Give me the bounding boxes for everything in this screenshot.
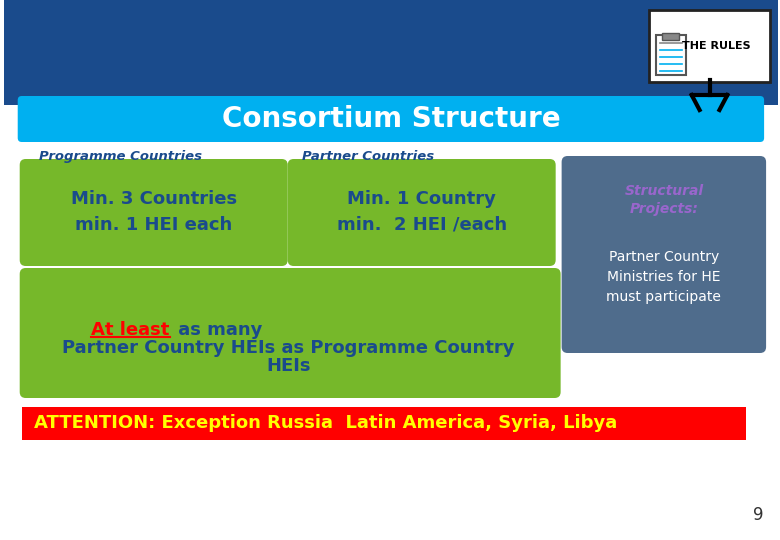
Text: Partner Country
Ministries for HE
must participate: Partner Country Ministries for HE must p… <box>606 251 722 303</box>
Text: Min. 1 Country
min.  2 HEI /each: Min. 1 Country min. 2 HEI /each <box>337 191 507 233</box>
Text: Partner Country HEIs as Programme Country: Partner Country HEIs as Programme Countr… <box>62 339 515 357</box>
Text: Min. 3 Countries
min. 1 HEI each: Min. 3 Countries min. 1 HEI each <box>71 191 237 233</box>
FancyBboxPatch shape <box>656 35 686 75</box>
FancyBboxPatch shape <box>662 32 679 39</box>
Text: Consortium Structure: Consortium Structure <box>222 105 560 133</box>
Text: HEIs: HEIs <box>267 357 311 375</box>
Text: Programme Countries: Programme Countries <box>38 150 201 163</box>
Text: 9: 9 <box>753 506 763 524</box>
Text: Structural
Projects:: Structural Projects: <box>624 184 704 215</box>
Text: as many: as many <box>172 321 262 339</box>
FancyBboxPatch shape <box>18 96 764 142</box>
FancyBboxPatch shape <box>20 159 288 266</box>
Text: At least: At least <box>91 321 169 339</box>
FancyBboxPatch shape <box>649 10 770 82</box>
Bar <box>4 0 778 105</box>
Bar <box>22 407 746 440</box>
FancyBboxPatch shape <box>562 156 766 353</box>
Text: ATTENTION: Exception Russia  Latin America, Syria, Libya: ATTENTION: Exception Russia Latin Americ… <box>34 414 617 432</box>
Text: THE RULES: THE RULES <box>682 41 751 51</box>
FancyBboxPatch shape <box>20 268 561 398</box>
FancyBboxPatch shape <box>288 159 555 266</box>
Text: Partner Countries: Partner Countries <box>302 150 434 163</box>
